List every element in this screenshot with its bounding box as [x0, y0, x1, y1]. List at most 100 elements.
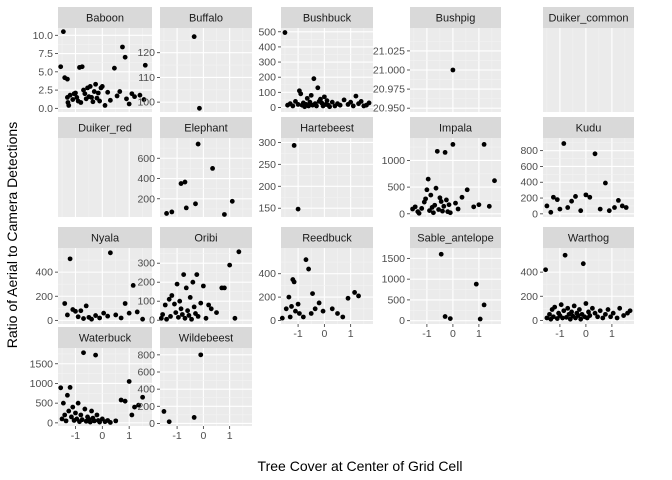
data-point	[99, 84, 105, 89]
data-point	[126, 310, 132, 316]
data-point	[348, 99, 354, 105]
data-point	[67, 384, 73, 390]
data-point	[442, 150, 448, 155]
data-point	[93, 81, 98, 87]
data-point	[565, 205, 571, 210]
facet-strip	[410, 117, 501, 138]
y-tick-label: 600	[520, 161, 538, 173]
data-point	[168, 314, 173, 319]
data-point	[433, 185, 439, 191]
data-point	[432, 202, 438, 208]
y-tick-label: 1000	[382, 274, 406, 286]
data-point	[352, 290, 357, 295]
data-point	[222, 285, 227, 291]
facet-strip-label: Bushbuck	[303, 13, 352, 25]
facet-strip	[160, 327, 252, 348]
data-point	[459, 194, 465, 200]
data-point	[560, 315, 565, 321]
data-point	[67, 256, 73, 262]
data-point	[612, 205, 617, 210]
y-tick-label: 600	[137, 367, 155, 379]
data-point	[455, 206, 461, 212]
data-point	[321, 94, 327, 100]
x-tick-label: -1	[172, 430, 181, 442]
y-tick-label: 2.5	[38, 85, 53, 97]
y-tick-label: 0	[532, 208, 538, 220]
y-tick-label: 200	[258, 72, 276, 84]
data-point	[132, 94, 137, 100]
data-point	[94, 412, 100, 418]
y-tick-label: 800	[137, 349, 155, 361]
data-point	[447, 210, 453, 216]
data-point	[586, 309, 591, 315]
y-tick-label: 300	[258, 57, 276, 69]
data-point	[87, 419, 93, 425]
y-tick-label: 100	[137, 296, 155, 308]
data-point	[122, 398, 128, 404]
y-tick-label: 200	[520, 193, 538, 205]
data-point	[67, 92, 73, 98]
data-point	[59, 416, 65, 422]
facet-strip	[281, 117, 373, 138]
x-tick-label: 0	[583, 328, 589, 340]
data-point	[573, 194, 578, 199]
y-tick-label: 200	[258, 292, 276, 304]
facet-strip-label: Impala	[439, 123, 473, 135]
data-point	[81, 87, 86, 93]
facet-waterbuck: Waterbuck 0 500 1000 1500 -1 0 1	[30, 327, 152, 442]
facet-strip	[543, 7, 634, 28]
data-point	[551, 194, 556, 200]
facet-strip-label: Bushpig	[436, 13, 476, 25]
data-point	[126, 101, 132, 107]
data-point	[580, 261, 586, 267]
data-point	[191, 304, 197, 310]
facet-oribi: Oribi 0 100 200 300	[137, 227, 252, 327]
data-point	[358, 99, 364, 104]
x-tick-label: 0	[450, 328, 456, 340]
facet-strip-label: Buffalo	[189, 13, 223, 25]
data-point	[444, 197, 449, 203]
panel-background	[281, 28, 373, 112]
facet-strip	[543, 227, 634, 248]
data-point	[183, 205, 189, 211]
data-point	[161, 409, 167, 414]
facet-strip	[58, 7, 152, 28]
data-point	[551, 314, 556, 320]
facet-strip-label: Nyala	[91, 233, 120, 245]
facet-strip-label: Wildebeest	[179, 333, 233, 345]
data-point	[616, 198, 621, 203]
data-point	[614, 315, 620, 321]
data-point	[166, 296, 172, 302]
facet-hartebeest: Hartebeest 150 200 250 300	[258, 117, 373, 217]
data-point	[447, 316, 453, 322]
data-point	[169, 209, 175, 215]
data-point	[83, 303, 89, 309]
data-point	[75, 400, 81, 406]
data-point	[70, 404, 76, 410]
data-point	[90, 99, 96, 105]
data-point	[60, 400, 66, 406]
data-point	[329, 306, 335, 312]
data-point	[571, 303, 577, 309]
data-point	[136, 402, 141, 408]
data-point	[438, 199, 444, 204]
data-point	[198, 300, 204, 306]
y-tick-label: 600	[137, 153, 155, 165]
data-point	[329, 99, 335, 105]
data-point	[187, 295, 193, 300]
data-point	[236, 249, 242, 255]
data-point	[140, 394, 146, 400]
data-point	[293, 308, 298, 314]
x-tick-label: 1	[126, 430, 132, 442]
data-point	[113, 312, 119, 318]
x-tick-label: 1	[227, 430, 233, 442]
data-point	[431, 210, 436, 216]
y-tick-label: 500	[387, 182, 405, 194]
data-point	[164, 316, 169, 322]
data-point	[82, 91, 88, 97]
data-point	[544, 203, 550, 209]
y-tick-label: 400	[137, 173, 155, 185]
data-point	[320, 308, 326, 314]
data-point	[140, 316, 146, 322]
data-point	[543, 267, 548, 273]
